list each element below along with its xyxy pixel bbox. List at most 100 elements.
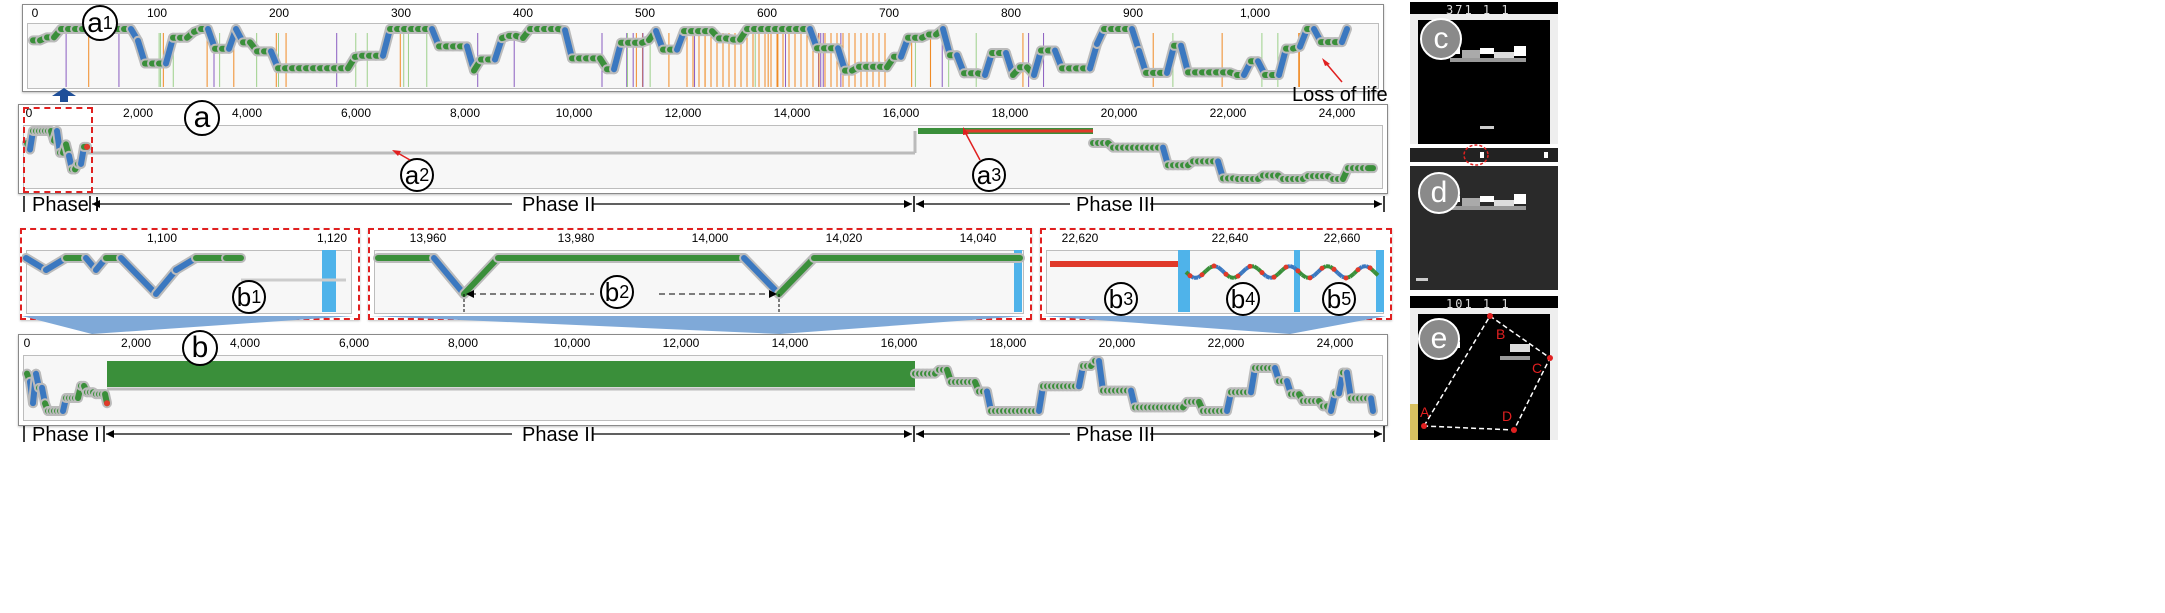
phase-row-top (23, 196, 1385, 212)
b-tick: 14,000 (771, 336, 809, 350)
reward-dot (84, 143, 90, 150)
b345-axis: 22,620 22,640 22,660 (1042, 230, 1390, 250)
trajectory-segment (1265, 274, 1271, 280)
reward-dot (1259, 270, 1265, 276)
a-track (23, 125, 1383, 189)
distance-arrowhead (466, 290, 474, 298)
panel-b1: 1,100 1,120 (20, 228, 360, 320)
a-tick: 20,000 (1100, 106, 1138, 120)
reward-dot (104, 400, 110, 407)
dense-trajectory-block (107, 361, 915, 387)
trajectory-segment (1204, 265, 1212, 273)
label-b4-sub: 4 (1245, 288, 1256, 309)
reward-dot (1283, 264, 1289, 270)
a1-tick: 600 (756, 6, 778, 20)
b-tick: 8,000 (447, 336, 479, 350)
trajectory-segment (1289, 264, 1295, 270)
a1-tick: 200 (268, 6, 290, 20)
label-a2-letter: a (404, 159, 420, 190)
reward-dot (1343, 275, 1349, 281)
reward-dot (1307, 275, 1313, 281)
a1-tick: 400 (512, 6, 534, 20)
b-tick: 20,000 (1098, 336, 1136, 350)
b-tick: 6,000 (338, 336, 370, 350)
reward-dot (1247, 263, 1253, 269)
label-b2-letter: b (604, 276, 620, 307)
label-c: c (1420, 18, 1462, 60)
b1-tick: 1,100 (146, 231, 178, 245)
trajectory-segment (461, 255, 501, 297)
b345-tick: 22,620 (1061, 231, 1099, 245)
trajectory-segment (1336, 271, 1344, 279)
panel-a: 0 2,000 4,000 6,000 8,000 10,000 12,000 … (18, 104, 1388, 194)
a1-tick: 900 (1122, 6, 1144, 20)
a-tick: 2,000 (122, 106, 154, 120)
panel-b2: 13,960 13,980 14,000 14,020 14,040 (368, 228, 1032, 320)
b-tick: 18,000 (989, 336, 1027, 350)
b345-trajectory (1050, 250, 1384, 312)
trajectory-segment (1348, 272, 1356, 279)
paddle-highlight-circle (1463, 144, 1489, 166)
reward-dot (1235, 273, 1241, 279)
game-strip-wall (1544, 152, 1548, 158)
label-b-letter: b (191, 331, 209, 364)
game-frame-e: 101 1 1 A B C D (1410, 296, 1558, 440)
label-a2-sub: 2 (419, 164, 430, 185)
phase-row-bottom (23, 426, 1385, 442)
b2-trajectory (373, 250, 1025, 312)
game-e-wall-yellow (1410, 404, 1418, 440)
a-axis: 0 2,000 4,000 6,000 8,000 10,000 12,000 … (19, 105, 1387, 125)
distance-arrowhead (769, 290, 777, 298)
trajectory-segment (1252, 264, 1260, 271)
reward-dot (1355, 267, 1361, 273)
a1-tick: 300 (390, 6, 412, 20)
reward-dot (1199, 272, 1205, 278)
b-axis: 0 2,000 4,000 6,000 8,000 10,000 12,000 … (19, 335, 1387, 355)
label-a3-sub: 3 (991, 164, 1002, 185)
b1-trajectory (22, 250, 346, 312)
reward-dot (1367, 265, 1373, 271)
label-b5-letter: b (1326, 283, 1342, 314)
a-tick: 0 (25, 106, 33, 120)
label-b2-sub: 2 (619, 281, 630, 302)
b1-axis: 1,100 1,120 (22, 230, 358, 250)
b-tick: 0 (23, 336, 31, 350)
trajectory-segment (1361, 264, 1367, 269)
game-strip-paddle (1480, 152, 1484, 158)
label-a1-letter: a (87, 7, 103, 38)
trajectory-segment (118, 255, 159, 297)
phase-2-label-top: Phase II (522, 194, 596, 216)
label-b4-letter: b (1230, 283, 1246, 314)
b2-tick: 13,960 (409, 231, 447, 245)
label-b5-sub: 5 (1341, 288, 1352, 309)
trajectory-segment (1300, 273, 1308, 280)
game-e-wall-left (1410, 308, 1418, 440)
a-tick: 16,000 (882, 106, 920, 120)
a-tick: 14,000 (773, 106, 811, 120)
trajectory-segment (1216, 265, 1224, 272)
label-b1-letter: b (236, 281, 252, 312)
trajectory-segment (741, 255, 782, 297)
a1-tick: 1,000 (1239, 6, 1271, 20)
phase1-highlight (23, 107, 93, 193)
reward-dot (1331, 266, 1337, 272)
phase-3-label-top: Phase III (1076, 194, 1155, 216)
a-tick: 6,000 (340, 106, 372, 120)
trajectory-segment (1229, 275, 1235, 280)
reward-dot (1319, 265, 1325, 271)
a1-tick: 500 (634, 6, 656, 20)
b-tick: 22,000 (1207, 336, 1245, 350)
loss-of-life-annotation: Loss of life (1292, 84, 1388, 106)
a-tick: 24,000 (1318, 106, 1356, 120)
trajectory-segment (1276, 268, 1284, 276)
b-tick: 4,000 (229, 336, 261, 350)
